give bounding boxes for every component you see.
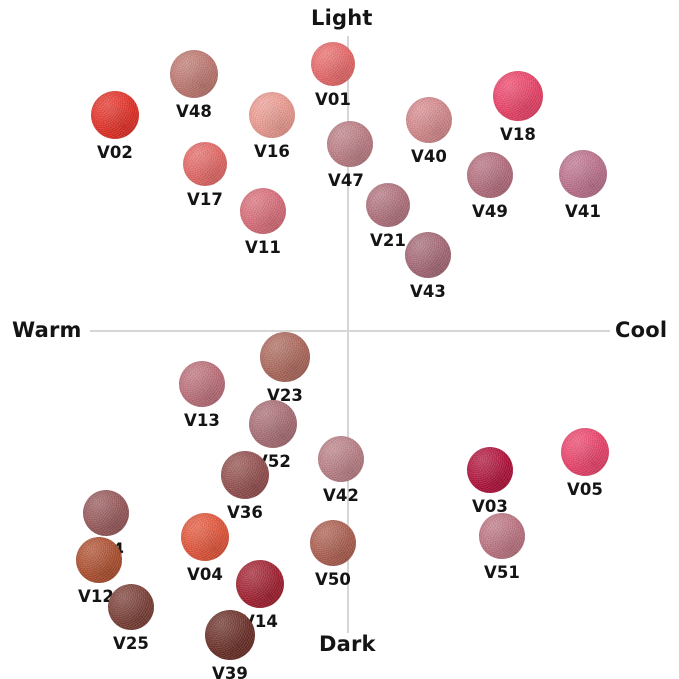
swatch-label-v48: V48 (175, 102, 213, 121)
swatch-v05[interactable] (561, 428, 609, 476)
swatch-v16[interactable] (249, 92, 295, 138)
swatch-v02[interactable] (91, 91, 139, 139)
swatch-label-v51: V51 (483, 563, 521, 582)
swatch-v49[interactable] (467, 152, 513, 198)
swatch-label-v16: V16 (253, 142, 291, 161)
horizontal-axis-line (90, 330, 610, 332)
swatch-v50[interactable] (310, 520, 356, 566)
swatch-v21[interactable] (366, 183, 410, 227)
swatch-v23[interactable] (260, 332, 310, 382)
swatch-label-v11: V11 (244, 238, 282, 257)
swatch-v52[interactable] (249, 400, 297, 448)
swatch-label-v42: V42 (322, 486, 360, 505)
swatch-v47[interactable] (327, 121, 373, 167)
swatch-label-v05: V05 (566, 480, 604, 499)
swatch-label-v04: V04 (186, 565, 224, 584)
swatch-v14[interactable] (236, 560, 284, 608)
swatch-v43[interactable] (405, 232, 451, 278)
swatch-label-v50: V50 (314, 570, 352, 589)
swatch-label-v02: V02 (96, 143, 134, 162)
swatch-v41[interactable] (559, 150, 607, 198)
axis-pole-label-cool: Cool (615, 318, 668, 342)
swatch-label-v18: V18 (499, 125, 537, 144)
swatch-v24[interactable] (83, 490, 129, 536)
swatch-label-v43: V43 (409, 282, 447, 301)
swatch-label-v39: V39 (211, 664, 249, 679)
swatch-v13[interactable] (179, 361, 225, 407)
swatch-label-v41: V41 (564, 202, 602, 221)
swatch-v39[interactable] (205, 610, 255, 660)
swatch-v11[interactable] (240, 188, 286, 234)
swatch-v04[interactable] (181, 513, 229, 561)
swatch-v18[interactable] (493, 71, 543, 121)
swatch-label-v47: V47 (327, 171, 365, 190)
swatch-v03[interactable] (467, 447, 513, 493)
swatch-v36[interactable] (221, 451, 269, 499)
axis-pole-label-light: Light (311, 6, 373, 30)
swatch-label-v01: V01 (314, 90, 352, 109)
swatch-label-v03: V03 (471, 497, 509, 516)
axis-pole-label-dark: Dark (319, 632, 376, 656)
swatch-label-v36: V36 (226, 503, 264, 522)
vertical-axis-line (347, 36, 349, 633)
swatch-label-v12: V12 (77, 587, 115, 606)
swatch-label-v23: V23 (266, 386, 304, 405)
swatch-label-v13: V13 (183, 411, 221, 430)
swatch-label-v17: V17 (186, 190, 224, 209)
swatch-v42[interactable] (318, 436, 364, 482)
swatch-v51[interactable] (479, 513, 525, 559)
swatch-v25[interactable] (108, 584, 154, 630)
swatch-v48[interactable] (170, 50, 218, 98)
axis-pole-label-warm: Warm (12, 318, 82, 342)
swatch-label-v21: V21 (369, 231, 407, 250)
swatch-label-v40: V40 (410, 147, 448, 166)
swatch-v12[interactable] (76, 537, 122, 583)
swatch-label-v49: V49 (471, 202, 509, 221)
swatch-label-v25: V25 (112, 634, 150, 653)
swatch-v17[interactable] (183, 142, 227, 186)
swatch-v01[interactable] (311, 42, 355, 86)
swatch-v40[interactable] (406, 97, 452, 143)
